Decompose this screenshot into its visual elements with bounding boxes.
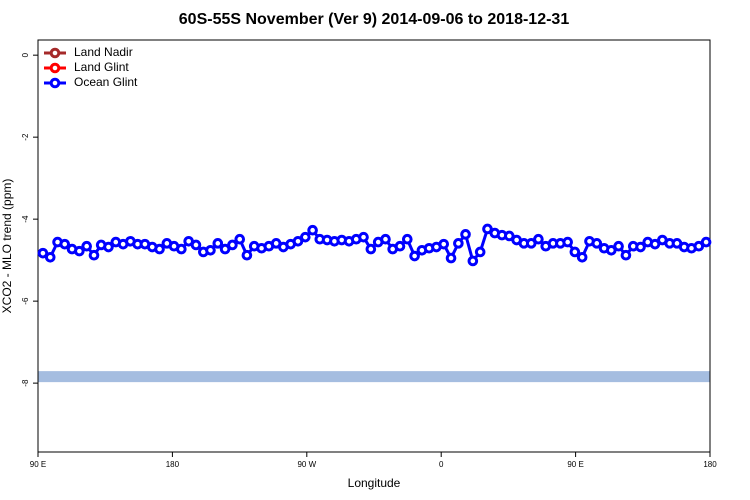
chart-title: 60S-55S November (Ver 9) 2014-09-06 to 2… — [179, 11, 570, 28]
data-point — [380, 233, 391, 245]
data-point — [576, 251, 588, 263]
y-tick-label: -2 — [21, 133, 30, 141]
data-point — [176, 243, 187, 255]
x-tick-label: 90 E — [30, 460, 46, 469]
data-point — [474, 246, 486, 258]
data-point — [227, 239, 238, 251]
data-point — [402, 233, 413, 245]
legend-marker — [49, 62, 61, 74]
legend-label: Land Glint — [74, 60, 129, 74]
data-point — [365, 243, 377, 255]
data-point — [438, 238, 450, 250]
data-point — [103, 241, 114, 253]
data-point — [409, 250, 420, 262]
data-point — [241, 249, 253, 261]
data-point — [533, 233, 544, 245]
data-point — [300, 231, 311, 243]
data-point — [59, 238, 71, 250]
y-tick-label: -8 — [21, 379, 30, 387]
data-point — [649, 238, 661, 250]
data-point — [700, 236, 712, 248]
y-tick-label: 0 — [21, 52, 30, 57]
data-point — [467, 255, 479, 267]
data-point — [620, 249, 632, 261]
data-point — [154, 243, 165, 255]
data-point — [307, 224, 318, 236]
data-point — [635, 241, 646, 253]
plot-frame — [37, 39, 711, 453]
data-point — [212, 238, 224, 249]
data-point — [37, 247, 49, 259]
legend-marker — [49, 77, 61, 89]
x-tick-label: 180 — [166, 460, 180, 469]
y-tick-label: -4 — [21, 215, 30, 223]
legend-label: Ocean Glint — [74, 75, 138, 89]
data-point — [205, 245, 216, 256]
data-point — [482, 223, 493, 235]
data-point — [453, 238, 464, 249]
data-point — [591, 238, 603, 249]
data-point — [190, 239, 202, 251]
data-point — [460, 229, 471, 240]
legend-marker — [49, 47, 61, 59]
x-tick-label: 90 E — [567, 460, 583, 469]
data-point — [503, 230, 515, 242]
data-point — [693, 240, 705, 252]
data-point — [569, 246, 581, 258]
data-point — [81, 240, 92, 252]
y-tick-label: -6 — [21, 297, 30, 305]
x-axis-label: Longitude — [348, 476, 401, 490]
data-point — [605, 245, 617, 256]
data-point — [394, 240, 406, 252]
data-point — [44, 251, 56, 263]
x-tick-label: 180 — [703, 460, 717, 469]
x-tick-label: 90 W — [297, 460, 316, 469]
data-point — [88, 249, 100, 261]
data-point — [562, 236, 573, 248]
legend-label: Land Nadir — [74, 45, 133, 59]
y-axis-label: XCO2 - MLO trend (ppm) — [0, 179, 14, 314]
data-point — [219, 243, 231, 255]
data-point — [613, 240, 624, 252]
data-point — [234, 233, 246, 245]
x-tick-label: 0 — [439, 460, 444, 469]
data-point — [525, 238, 537, 249]
data-point — [292, 235, 304, 247]
data-point — [358, 231, 369, 243]
data-point — [74, 245, 85, 257]
data-point — [445, 252, 457, 264]
